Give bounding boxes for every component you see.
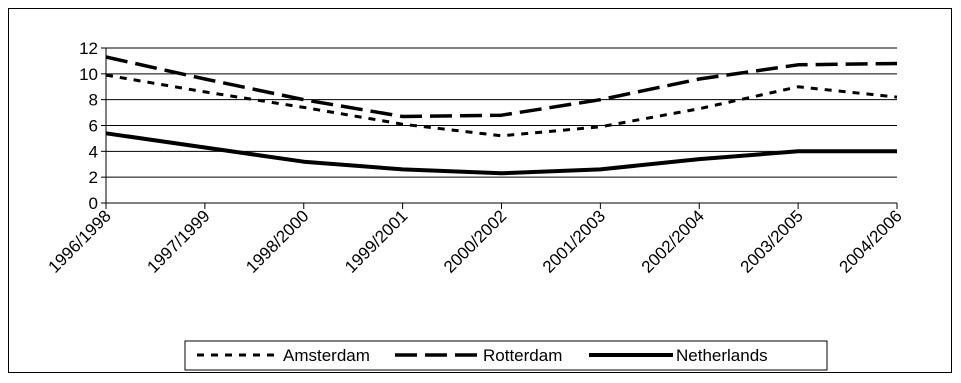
y-tick-label: 4	[89, 142, 98, 161]
x-tick-label: 2000/2002	[440, 206, 510, 276]
x-tick-label: 1998/2000	[242, 206, 312, 276]
series-line-rotterdam	[105, 55, 898, 119]
x-tick-label: 2003/2005	[737, 206, 807, 276]
y-tick-label: 12	[79, 39, 98, 58]
y-tick-label: 6	[89, 117, 98, 136]
gridlines	[106, 47, 897, 178]
y-tick-label: 2	[89, 168, 98, 187]
legend: Amsterdam Rotterdam Netherlands	[184, 340, 828, 371]
axes: 0 2 4 6 8 10 12 1996/1998 1997/1999 1998/2000 1999…	[45, 39, 906, 277]
x-tick-label: 2001/2003	[539, 206, 609, 276]
x-tick-label: 2004/2006	[836, 206, 906, 276]
x-tick-label: 1999/2001	[341, 206, 411, 276]
legend-label-rotterdam: Rotterdam	[483, 346, 562, 365]
series-lines	[105, 55, 898, 176]
series-line-netherlands	[105, 131, 897, 176]
x-tick-label: 2002/2004	[638, 206, 708, 276]
y-tick-label: 10	[79, 65, 98, 84]
legend-label-netherlands: Netherlands	[676, 346, 768, 365]
y-tick-label: 0	[89, 194, 98, 213]
x-tick-label: 1997/1999	[143, 206, 213, 276]
legend-label-amsterdam: Amsterdam	[283, 346, 370, 365]
legend-box	[184, 340, 828, 371]
x-tick-label: 1996/1998	[45, 206, 115, 276]
y-tick-label: 8	[89, 91, 98, 110]
